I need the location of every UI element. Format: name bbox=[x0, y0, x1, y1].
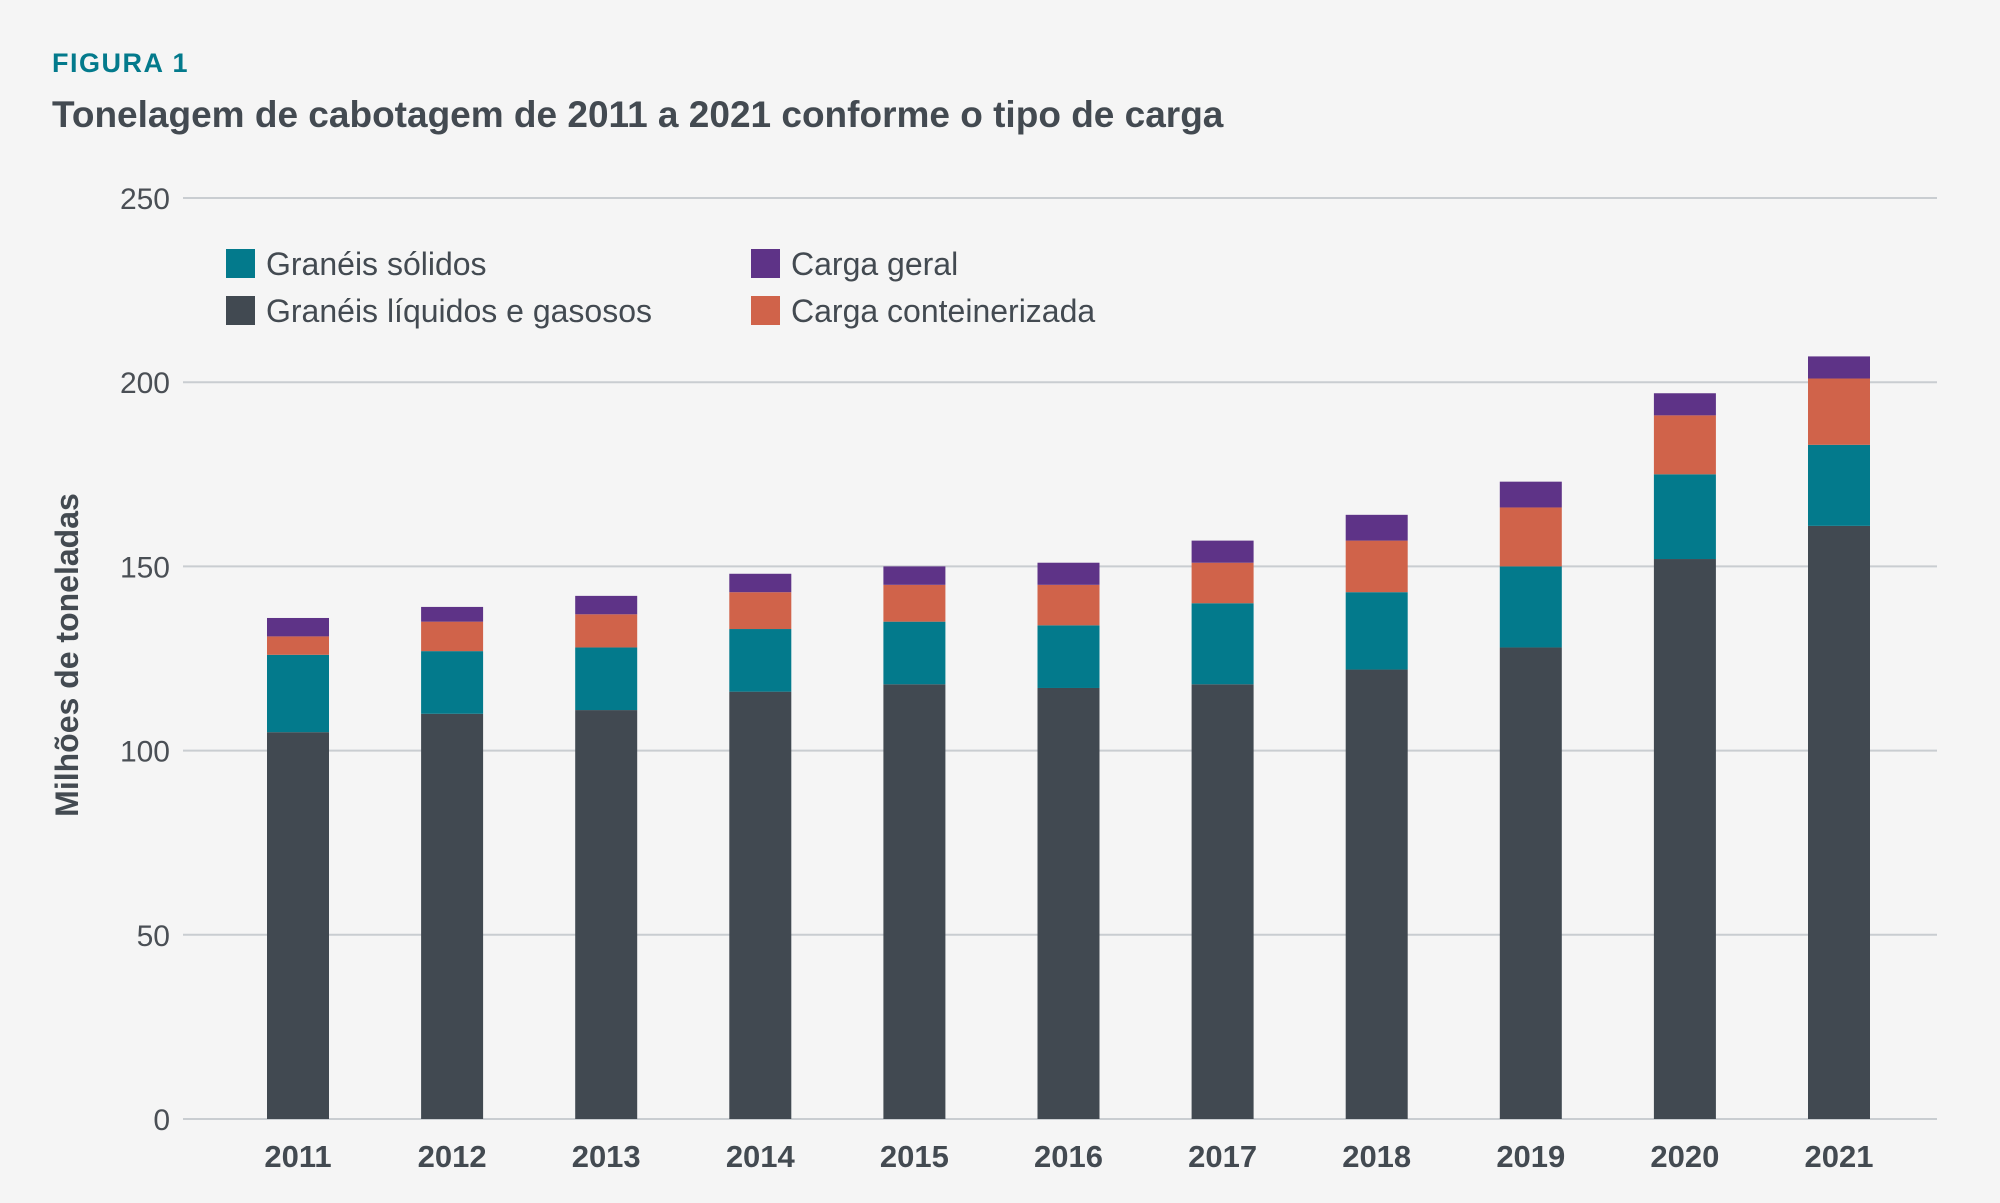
bar-segment bbox=[1191, 603, 1254, 685]
bar-segment bbox=[421, 621, 484, 652]
bar-segment bbox=[729, 691, 792, 1119]
legend-swatch bbox=[751, 249, 780, 278]
legend-label: Granéis líquidos e gasosos bbox=[266, 293, 652, 329]
bar-segment bbox=[729, 573, 792, 593]
bar-segment bbox=[883, 584, 946, 622]
bar-segment bbox=[575, 647, 638, 711]
bar-segment bbox=[575, 595, 638, 615]
bar-segment bbox=[1345, 592, 1408, 670]
y-tick-label: 150 bbox=[120, 551, 170, 584]
legend-label: Carga geral bbox=[791, 246, 958, 282]
bar-segment bbox=[1499, 481, 1562, 508]
bars bbox=[267, 356, 1870, 1119]
bar-segment bbox=[883, 684, 946, 1119]
bar-segment bbox=[1653, 559, 1716, 1119]
figure-label: FIGURA 1 bbox=[52, 48, 190, 78]
bar-segment bbox=[883, 566, 946, 585]
bar-segment bbox=[1653, 393, 1716, 416]
y-tick-label: 100 bbox=[120, 736, 170, 769]
bar-segment bbox=[1345, 669, 1408, 1119]
x-tick-label: 2013 bbox=[572, 1139, 641, 1174]
bar-segment bbox=[1037, 687, 1100, 1119]
bar-segment bbox=[729, 629, 792, 692]
bar-segment bbox=[1653, 474, 1716, 560]
bar-segment bbox=[1037, 584, 1100, 626]
legend-label: Granéis sólidos bbox=[266, 246, 487, 282]
x-tick-label: 2012 bbox=[418, 1139, 487, 1174]
bar-segment bbox=[267, 636, 329, 655]
bar-segment bbox=[1037, 625, 1100, 688]
x-tick-label: 2017 bbox=[1188, 1139, 1257, 1174]
x-tick-label: 2014 bbox=[726, 1139, 796, 1174]
legend-label: Carga conteinerizada bbox=[791, 293, 1095, 329]
x-tick-label: 2016 bbox=[1034, 1139, 1103, 1174]
x-axis-ticks: 2011 2012 2013 2014 2015 2016 2017 2018 2019 2020… bbox=[264, 1139, 1873, 1174]
y-tick-label: 250 bbox=[120, 183, 170, 216]
bar-segment bbox=[1499, 566, 1562, 648]
bar-segment bbox=[883, 621, 946, 685]
bar-segment bbox=[575, 614, 638, 648]
x-tick-label: 2020 bbox=[1650, 1139, 1719, 1174]
bar-segment bbox=[1037, 562, 1100, 585]
y-tick-label: 200 bbox=[120, 367, 170, 400]
legend: Granéis sólidos Carga geral Granéis líquid… bbox=[226, 246, 1095, 329]
chart-title: Tonelagem de cabotagem de 2011 a 2021 co… bbox=[52, 94, 1224, 135]
bar-segment bbox=[1499, 507, 1562, 567]
bar-segment bbox=[267, 617, 329, 637]
bar-segment bbox=[729, 592, 792, 630]
bar-segment bbox=[575, 710, 638, 1119]
legend-swatch bbox=[226, 249, 255, 278]
bar-segment bbox=[421, 651, 484, 714]
x-tick-label: 2019 bbox=[1496, 1139, 1565, 1174]
legend-swatch bbox=[226, 296, 255, 325]
legend-swatch bbox=[751, 296, 780, 325]
x-tick-label: 2021 bbox=[1805, 1139, 1874, 1174]
bar-segment bbox=[1808, 378, 1870, 445]
bar-segment bbox=[1653, 415, 1716, 475]
bar-segment bbox=[1808, 356, 1870, 379]
y-axis-label: Milhões de toneladas bbox=[49, 493, 85, 817]
bar-segment bbox=[421, 713, 484, 1119]
bar-segment bbox=[1191, 540, 1254, 563]
y-tick-label: 50 bbox=[137, 920, 170, 953]
bar-segment bbox=[1191, 562, 1254, 604]
y-axis-ticks: 0 50 100 150 200 250 bbox=[120, 183, 170, 1137]
bar-segment bbox=[1499, 647, 1562, 1119]
bar-segment bbox=[1808, 525, 1870, 1119]
x-tick-label: 2015 bbox=[880, 1139, 949, 1174]
bar-segment bbox=[1345, 540, 1408, 593]
bar-segment bbox=[267, 732, 329, 1119]
bar-segment bbox=[1808, 444, 1870, 526]
bar-segment bbox=[1191, 684, 1254, 1119]
x-tick-label: 2018 bbox=[1342, 1139, 1411, 1174]
bar-segment bbox=[421, 606, 484, 622]
y-tick-label: 0 bbox=[153, 1104, 170, 1137]
bar-segment bbox=[267, 654, 329, 733]
x-tick-label: 2011 bbox=[264, 1139, 331, 1174]
bar-segment bbox=[1345, 514, 1408, 541]
